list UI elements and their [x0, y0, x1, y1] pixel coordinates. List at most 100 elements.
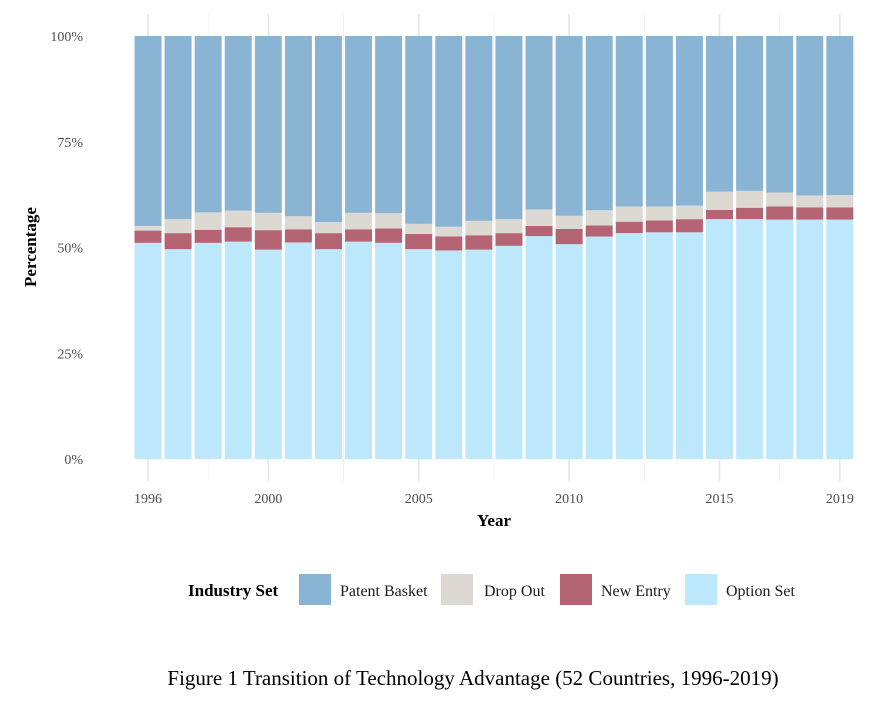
bar-segment-drop-out: [766, 192, 794, 207]
bar-segment-option-set: [826, 219, 854, 459]
bar-segment-new-entry: [194, 229, 222, 243]
bar-segment-drop-out: [585, 210, 613, 226]
bar-segment-new-entry: [134, 230, 162, 243]
bar-segment-drop-out: [375, 213, 403, 229]
bar-segment-patent-basket: [525, 36, 553, 210]
bar-segment-new-entry: [284, 229, 312, 243]
y-tick-label: 25%: [57, 347, 83, 362]
bar-segment-patent-basket: [375, 36, 403, 214]
bar-segment-option-set: [284, 242, 312, 459]
bar-segment-new-entry: [314, 233, 342, 250]
bar-segment-new-entry: [254, 230, 282, 250]
bar-segment-drop-out: [405, 223, 433, 234]
bar-segment-option-set: [706, 219, 734, 459]
x-tick-label: 2015: [706, 492, 734, 507]
bar-segment-option-set: [194, 242, 222, 459]
bar-segment-patent-basket: [254, 36, 282, 213]
bar-segment-new-entry: [555, 228, 583, 245]
bar-segment-drop-out: [435, 226, 463, 237]
bar-segment-new-entry: [585, 225, 613, 237]
bar-segment-new-entry: [796, 207, 824, 220]
legend-label: New Entry: [601, 583, 671, 600]
bar-segment-drop-out: [134, 225, 162, 231]
x-tick-label: 2010: [555, 492, 583, 507]
legend-title: Industry Set: [188, 581, 279, 600]
bars: [134, 36, 854, 459]
bar-segment-patent-basket: [224, 36, 252, 211]
bar-segment-patent-basket: [766, 36, 794, 193]
y-tick-label: 50%: [57, 242, 83, 257]
bar-segment-option-set: [375, 242, 403, 459]
bar-segment-new-entry: [345, 229, 373, 242]
bar-segment-option-set: [615, 233, 643, 459]
bar-segment-new-entry: [525, 225, 553, 237]
bar-segment-option-set: [766, 219, 794, 459]
bar-segment-patent-basket: [675, 36, 703, 206]
bar-segment-new-entry: [224, 227, 252, 242]
bar-segment-new-entry: [435, 236, 463, 251]
bar-segment-patent-basket: [435, 36, 463, 227]
bar-segment-option-set: [675, 232, 703, 459]
bar-segment-new-entry: [645, 220, 673, 233]
bar-segment-drop-out: [525, 209, 553, 226]
bar-segment-option-set: [254, 249, 282, 459]
bar-segment-drop-out: [645, 206, 673, 221]
bar-segment-option-set: [645, 232, 673, 459]
gridlines: [147, 14, 841, 481]
y-axis-title: Percentage: [21, 207, 40, 287]
bar-segment-drop-out: [796, 195, 824, 208]
x-axis-title: Year: [477, 511, 511, 530]
bar-segment-drop-out: [345, 212, 373, 230]
bar-segment-option-set: [164, 249, 192, 459]
bar-segment-new-entry: [766, 206, 794, 220]
legend-label: Drop Out: [484, 583, 545, 600]
bar-segment-drop-out: [826, 195, 854, 208]
bar-segment-patent-basket: [615, 36, 643, 207]
bar-segment-patent-basket: [706, 36, 734, 192]
bar-segment-new-entry: [706, 209, 734, 220]
bar-segment-option-set: [465, 249, 493, 459]
bar-segment-patent-basket: [495, 36, 523, 220]
bar-segment-patent-basket: [284, 36, 312, 217]
y-tick-label: 75%: [57, 136, 83, 151]
x-tick-label: 2019: [826, 492, 854, 507]
bar-segment-new-entry: [615, 221, 643, 234]
bar-segment-option-set: [345, 241, 373, 459]
bar-segment-patent-basket: [405, 36, 433, 224]
y-tick-label: 100%: [50, 30, 83, 45]
bar-segment-patent-basket: [555, 36, 583, 216]
bar-segment-drop-out: [465, 220, 493, 236]
bar-segment-drop-out: [675, 205, 703, 220]
bar-segment-new-entry: [675, 219, 703, 233]
bar-segment-option-set: [796, 219, 824, 459]
bar-segment-drop-out: [164, 219, 192, 234]
bar-segment-patent-basket: [736, 36, 764, 191]
bar-segment-patent-basket: [645, 36, 673, 207]
legend-swatch: [685, 574, 717, 605]
bar-segment-option-set: [525, 236, 553, 459]
bar-segment-option-set: [134, 242, 162, 459]
bar-segment-new-entry: [736, 207, 764, 220]
bar-segment-drop-out: [254, 212, 282, 231]
y-tick-labels: 0% 25% 50% 75% 100%: [50, 30, 83, 468]
legend-swatch: [441, 574, 473, 605]
y-tick-label: 0%: [64, 453, 83, 468]
x-tick-label: 1996: [134, 492, 162, 507]
bar-segment-option-set: [314, 249, 342, 459]
bar-segment-patent-basket: [314, 36, 342, 223]
bar-segment-patent-basket: [585, 36, 613, 211]
legend-swatch: [299, 574, 331, 605]
bar-segment-drop-out: [736, 190, 764, 208]
bar-segment-drop-out: [314, 222, 342, 234]
bar-segment-option-set: [495, 245, 523, 459]
bar-segment-option-set: [405, 249, 433, 459]
bar-segment-patent-basket: [134, 36, 162, 226]
bar-segment-patent-basket: [465, 36, 493, 221]
legend-swatch: [560, 574, 592, 605]
bar-segment-new-entry: [375, 228, 403, 243]
x-tick-labels: 1996 2000 2005 2010 2015 2019: [134, 492, 854, 507]
bar-segment-patent-basket: [194, 36, 222, 213]
bar-segment-drop-out: [194, 212, 222, 230]
legend-label: Option Set: [726, 583, 795, 600]
